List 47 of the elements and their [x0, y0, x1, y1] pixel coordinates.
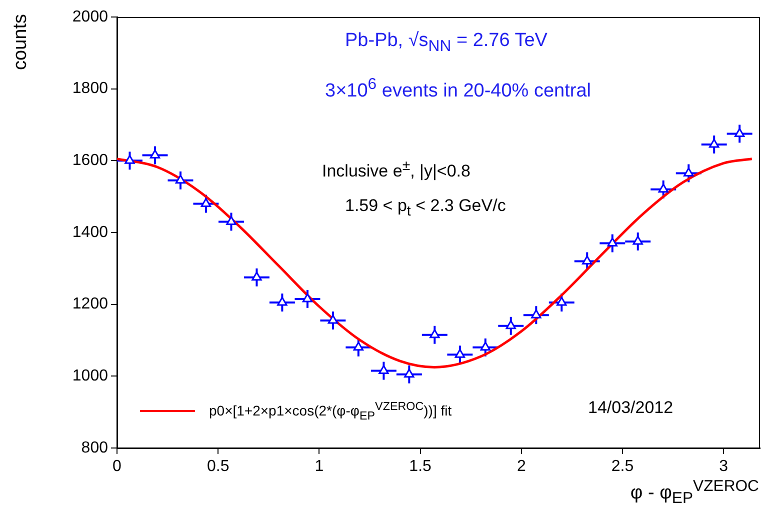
- point: [506, 320, 516, 330]
- point: [277, 296, 288, 306]
- y-axis-title: counts: [10, 14, 32, 70]
- point: [480, 342, 490, 351]
- point: [226, 216, 236, 225]
- point: [200, 198, 212, 208]
- point: [430, 329, 440, 338]
- line-series: [117, 158, 754, 368]
- y-tick-label: 2000: [72, 8, 108, 26]
- point: [709, 138, 720, 148]
- x-tick-label: 0.5: [206, 458, 230, 476]
- y-tick-label: 1800: [72, 80, 108, 98]
- point: [302, 293, 313, 302]
- point: [531, 309, 542, 318]
- point: [252, 272, 262, 281]
- legend-label: p0×[1+2×p1×cos(2*(φ-φ$_{EP}$$^{VZEROC}$))] fit: [209, 400, 452, 422]
- annotation: Inclusive e$^{±}$, |y|<0.8: [322, 158, 470, 182]
- annotation: 3×10$^{6}$ events in 20-40% central: [325, 76, 592, 102]
- x-tick-label: 3: [719, 458, 728, 476]
- annotation: Pb-Pb, √s$_{NN}$ = 2.76 TeV: [345, 30, 548, 56]
- y-tick-label: 1200: [72, 296, 108, 313]
- point: [404, 368, 414, 378]
- point: [124, 154, 135, 164]
- point: [582, 255, 592, 264]
- y-tick-label: 1000: [72, 368, 108, 385]
- x-tick-label: 2: [516, 458, 526, 476]
- point: [556, 296, 567, 306]
- point: [353, 342, 364, 351]
- y-tick-label: 800: [81, 439, 108, 456]
- point: [607, 238, 618, 247]
- point: [632, 236, 643, 245]
- x-tick-label: 0: [112, 458, 122, 476]
- point: [328, 314, 338, 324]
- point: [684, 167, 694, 176]
- x-tick-label: 1: [314, 458, 324, 476]
- annotation: 14/03/2012: [588, 398, 674, 418]
- point: [378, 365, 389, 374]
- x-tick-label: 1.5: [409, 458, 432, 476]
- point: [175, 174, 186, 184]
- point: [734, 128, 745, 137]
- point: [150, 150, 160, 159]
- y-tick-label: 1400: [72, 224, 108, 241]
- point: [658, 184, 668, 193]
- annotation: 1.59 < p$_{t}$ < 2.3 GeV/c: [345, 196, 506, 220]
- x-tick-label: 2.5: [611, 458, 634, 476]
- point: [454, 348, 466, 358]
- y-tick-label: 1600: [72, 152, 108, 170]
